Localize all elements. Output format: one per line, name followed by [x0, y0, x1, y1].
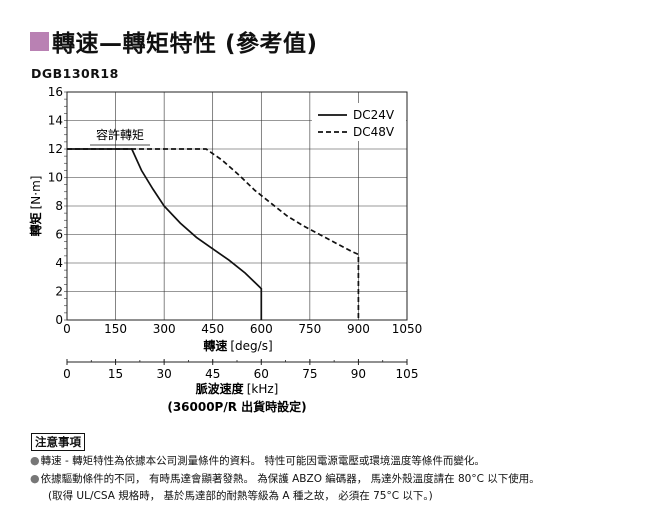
y-tick-label: 2	[55, 285, 63, 299]
y-tick-label: 16	[48, 85, 63, 99]
x-tick-label: 1050	[392, 322, 423, 336]
y-tick-label: 12	[48, 142, 63, 156]
title-block: 轉速—轉矩特性 (參考值)	[30, 27, 318, 57]
pulse-tick-label: 0	[63, 367, 71, 381]
legend-box	[312, 103, 406, 141]
pulse-tick-label: 45	[205, 367, 220, 381]
y-tick-label: 8	[55, 199, 63, 213]
x-tick-label: 150	[104, 322, 127, 336]
x-tick-label: 0	[63, 322, 71, 336]
x-tick-label: 750	[298, 322, 321, 336]
note-line-2: ●依據驅動條件的不同， 有時馬達會顯著發熱。 為保護 ABZO 編碼器， 馬達外…	[30, 472, 540, 485]
y-axis-ticks: 0 2 4 6 8 10 12 14 16	[48, 85, 63, 327]
pulse-tick-label: 90	[351, 367, 366, 381]
x-tick-label: 900	[347, 322, 370, 336]
pulse-speed-axis: 0 15 30 45 60 75 90 105	[63, 359, 418, 381]
chart-plot-area	[67, 144, 360, 320]
y-tick-label: 14	[48, 114, 63, 128]
y-tick-label: 10	[48, 171, 63, 185]
x-tick-label: 600	[250, 322, 273, 336]
y-tick-label: 4	[55, 256, 63, 270]
pulse-axis-label: 脈波速度 [kHz]	[196, 381, 279, 396]
y-tick-label: 0	[55, 313, 63, 327]
pulse-tick-label: 15	[108, 367, 123, 381]
pulse-tick-label: 75	[302, 367, 317, 381]
plot-frame	[66, 91, 408, 321]
y-axis-label: 轉矩[N·m]	[28, 176, 43, 237]
notes-title: 注意事項	[31, 433, 85, 451]
title-square-icon	[30, 31, 49, 51]
note-line-1: ●轉速 - 轉矩特性為依據本公司測量條件的資料。 特性可能因電源電壓或環境溫度等…	[30, 454, 485, 467]
series-line-dc24v	[67, 148, 263, 320]
x-axis-ticks: 0 150 300 450 600 750 900 1050	[63, 322, 422, 336]
chart-legend: DC24V DC48V	[312, 103, 406, 141]
allowable-torque-annotation: 容許轉矩	[96, 127, 144, 142]
legend-label: DC48V	[353, 125, 395, 139]
bullet-icon: ●	[30, 472, 40, 485]
page-title: 轉速—轉矩特性 (參考值)	[52, 31, 318, 57]
x-axis-label: 轉速 [deg/s]	[203, 338, 272, 353]
legend-label: DC24V	[353, 108, 395, 122]
pulse-tick-label: 105	[396, 367, 419, 381]
pulse-axis-note: (36000P/R 出貨時設定)	[167, 399, 306, 414]
bullet-icon: ●	[30, 454, 40, 467]
series-line-dc48v	[67, 148, 360, 320]
x-tick-label: 300	[153, 322, 176, 336]
pulse-tick-label: 30	[157, 367, 172, 381]
note-line-3: (取得 UL/CSA 規格時， 基於馬達部的耐熱等級為 A 種之故， 必須在 7…	[48, 490, 433, 502]
model-name: DGB130R18	[31, 66, 119, 81]
pulse-tick-label: 60	[254, 367, 269, 381]
x-tick-label: 450	[201, 322, 224, 336]
y-tick-label: 6	[55, 228, 63, 242]
